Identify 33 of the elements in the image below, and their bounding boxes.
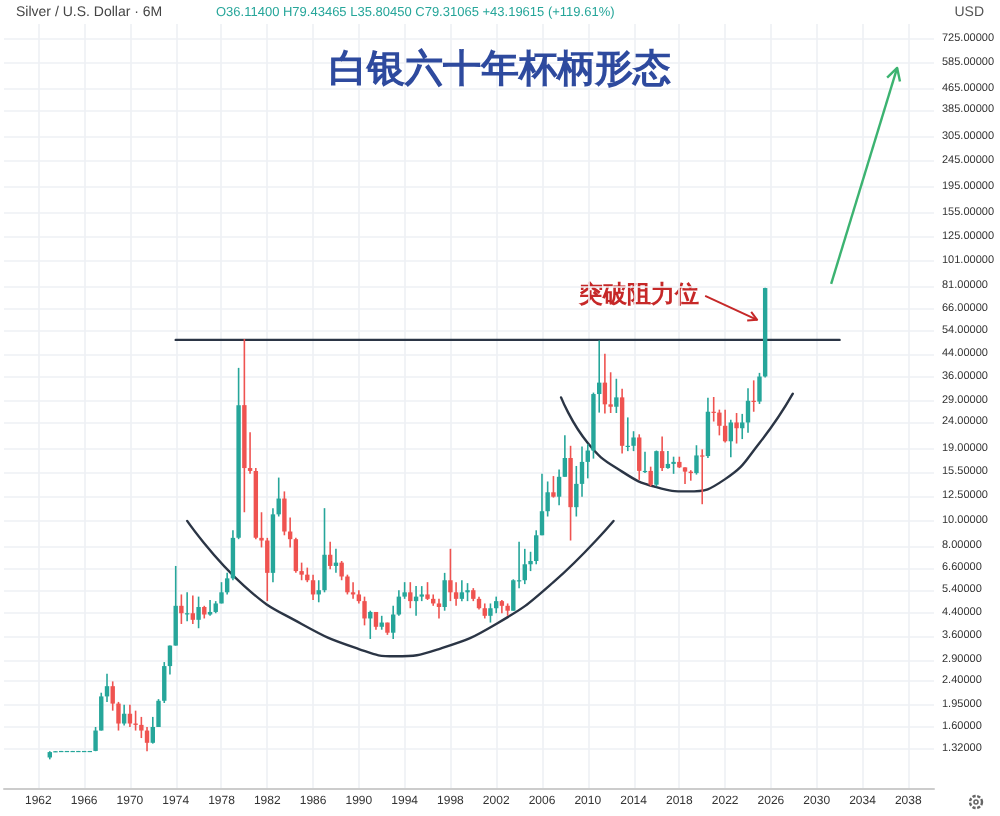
candlestick	[310, 573, 316, 601]
candlestick	[362, 595, 367, 627]
candlestick	[408, 581, 413, 610]
line-series	[559, 392, 795, 493]
candlestick	[442, 572, 447, 612]
candlestick	[551, 475, 556, 499]
candlestick	[322, 507, 327, 594]
candlestick	[705, 396, 711, 459]
candlestick	[173, 565, 178, 647]
candlestick	[448, 548, 453, 602]
candlestick	[207, 599, 213, 617]
candlestick	[637, 433, 642, 481]
candlestick	[654, 449, 659, 488]
candlestick	[700, 448, 705, 506]
candlestick	[459, 579, 465, 602]
text: 白银六十年杯柄形态	[329, 47, 671, 91]
candlestick	[436, 598, 442, 620]
candlestick	[728, 418, 733, 459]
candlestick	[179, 593, 184, 625]
candlestick	[522, 548, 527, 585]
candlestick	[648, 465, 653, 488]
candlestick	[121, 703, 127, 727]
candlestick	[190, 594, 196, 625]
candlestick	[196, 595, 201, 630]
candlestick	[127, 703, 133, 728]
candlestick	[614, 377, 619, 414]
candlestick	[488, 602, 493, 624]
candlestick	[327, 541, 333, 571]
candlestick	[734, 412, 739, 445]
line-series	[185, 519, 615, 658]
candlestick	[659, 435, 665, 472]
annotation: 突破阻力位	[577, 279, 700, 308]
candlestick	[694, 444, 699, 476]
